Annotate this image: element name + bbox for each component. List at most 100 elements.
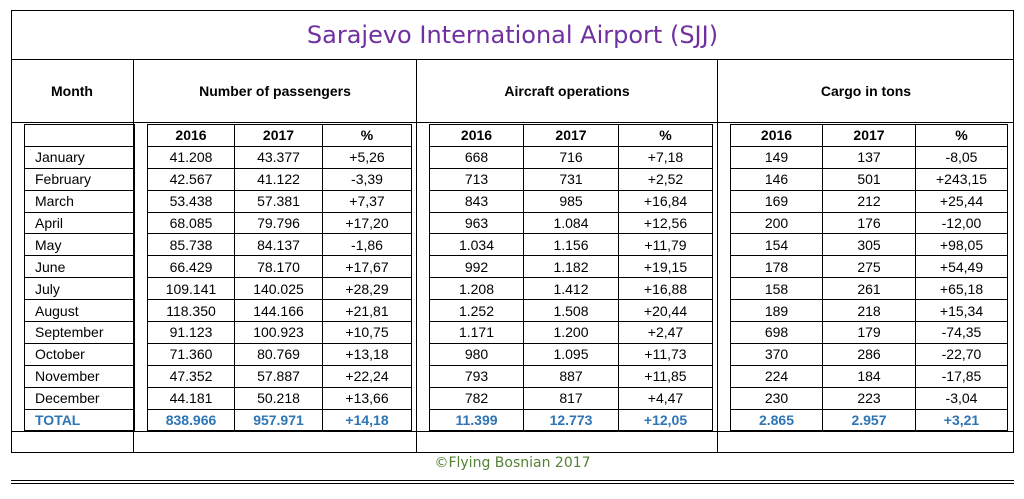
- cargo-value-cell: 149: [730, 145, 823, 169]
- table-row: 66.429 78.170 +17,67: [147, 255, 412, 279]
- cargo-total-row: 2.865 2.957 +3,21: [730, 408, 1008, 432]
- table-row: 71.360 80.769 +13,18: [147, 342, 412, 366]
- operations-value-cell: +16,88: [618, 277, 713, 301]
- divider-passengers: [416, 60, 417, 453]
- operations-value-cell: +20,44: [618, 299, 713, 323]
- operations-value-cell: 1.084: [523, 211, 619, 235]
- operations-value-cell: 992: [429, 255, 524, 279]
- operations-column-header-row: 2016 2017%: [429, 124, 713, 147]
- operations-total-cell: 12.773: [523, 408, 619, 432]
- cargo-value-cell: 189: [730, 299, 823, 323]
- passengers-total-cell: 957.971: [234, 408, 323, 432]
- total-label: TOTAL: [24, 408, 135, 432]
- cargo-value-cell: +65,18: [915, 277, 1008, 301]
- month-cell: August: [24, 299, 135, 323]
- passengers-value-cell: +21,81: [322, 299, 412, 323]
- month-header-cell: [24, 124, 135, 147]
- cargo-value-cell: 178: [730, 255, 823, 279]
- table-row: 189 218 +15,34: [730, 299, 1008, 323]
- table-row: June: [24, 255, 135, 279]
- table-row: 782 817 +4,47: [429, 386, 713, 410]
- month-cell: May: [24, 233, 135, 257]
- operations-value-cell: 731: [523, 167, 619, 191]
- passengers-value-cell: +17,67: [322, 255, 412, 279]
- operations-value-cell: 985: [523, 189, 619, 213]
- operations-total-cell: 11.399: [429, 408, 524, 432]
- table-row: August: [24, 299, 135, 323]
- passengers-value-cell: 118.350: [147, 299, 235, 323]
- operations-value-cell: 782: [429, 386, 524, 410]
- total-divider: [11, 431, 1014, 432]
- cargo-total-cell: +3,21: [915, 408, 1008, 432]
- operations-value-cell: 1.034: [429, 233, 524, 257]
- cargo-value-cell: 223: [822, 386, 916, 410]
- divider-operations: [717, 60, 718, 453]
- table-row: 42.567 41.122 -3,39: [147, 167, 412, 191]
- operations-value-cell: 887: [523, 364, 619, 388]
- passengers-total-cell: +14,18: [322, 408, 412, 432]
- cargo-value-cell: +15,34: [915, 299, 1008, 323]
- table-row: 1.252 1.508 +20,44: [429, 299, 713, 323]
- table-row: 963 1.084 +12,56: [429, 211, 713, 235]
- footer-rule-double: [11, 483, 1014, 484]
- table-row: 370 286 -22,70: [730, 342, 1008, 366]
- table-row: 154 305 +98,05: [730, 233, 1008, 257]
- passengers-value-cell: +5,26: [322, 145, 412, 169]
- cargo-value-cell: 230: [730, 386, 823, 410]
- table-row: 47.352 57.887 +22,24: [147, 364, 412, 388]
- operations-value-cell: 1.412: [523, 277, 619, 301]
- cargo-value-cell: +25,44: [915, 189, 1008, 213]
- month-cell: September: [24, 321, 135, 344]
- table-row: April: [24, 211, 135, 235]
- passengers-value-cell: 53.438: [147, 189, 235, 213]
- operations-value-cell: +19,15: [618, 255, 713, 279]
- passengers-value-cell: 79.796: [234, 211, 323, 235]
- month-cell: December: [24, 386, 135, 410]
- passengers-value-cell: 41.122: [234, 167, 323, 191]
- month-cell: July: [24, 277, 135, 301]
- operations-value-cell: +11,85: [618, 364, 713, 388]
- cargo-value-cell: 501: [822, 167, 916, 191]
- table-row: 118.350 144.166 +21,81: [147, 299, 412, 323]
- table-row: 992 1.182 +19,15: [429, 255, 713, 279]
- table-row: 224 184 -17,85: [730, 364, 1008, 388]
- table-row: 169 212 +25,44: [730, 189, 1008, 213]
- footer-rule: [11, 480, 1014, 481]
- passengers-value-cell: -1,86: [322, 233, 412, 257]
- table-row: 713 731 +2,52: [429, 167, 713, 191]
- passengers-value-cell: 91.123: [147, 321, 235, 344]
- column-header: 2017: [523, 124, 619, 147]
- operations-value-cell: 793: [429, 364, 524, 388]
- operations-value-cell: 843: [429, 189, 524, 213]
- column-header: %: [322, 124, 412, 147]
- operations-value-cell: 817: [523, 386, 619, 410]
- table-row: December: [24, 386, 135, 410]
- month-cell: January: [24, 145, 135, 169]
- passengers-value-cell: 57.381: [234, 189, 323, 213]
- table-row: 146 501 +243,15: [730, 167, 1008, 191]
- operations-value-cell: 1.171: [429, 321, 524, 344]
- passengers-value-cell: 144.166: [234, 299, 323, 323]
- table-row: 149 137 -8,05: [730, 145, 1008, 169]
- passengers-value-cell: 84.137: [234, 233, 323, 257]
- operations-value-cell: +4,47: [618, 386, 713, 410]
- table-row: 230 223 -3,04: [730, 386, 1008, 410]
- table-row: 793 887 +11,85: [429, 364, 713, 388]
- table-row: 668 716 +7,18: [429, 145, 713, 169]
- table-row: 1.171 1.200 +2,47: [429, 321, 713, 344]
- cargo-value-cell: 698: [730, 321, 823, 344]
- operations-value-cell: +2,47: [618, 321, 713, 344]
- table-row: February: [24, 167, 135, 191]
- column-header: 2016: [429, 124, 524, 147]
- operations-value-cell: +11,79: [618, 233, 713, 257]
- operations-value-cell: 668: [429, 145, 524, 169]
- cargo-value-cell: 370: [730, 342, 823, 366]
- column-header: 2017: [234, 124, 323, 147]
- operations-value-cell: +11,73: [618, 342, 713, 366]
- passengers-value-cell: +28,29: [322, 277, 412, 301]
- operations-value-cell: 1.156: [523, 233, 619, 257]
- table-row: January: [24, 145, 135, 169]
- table-row: 843 985 +16,84: [429, 189, 713, 213]
- cargo-value-cell: 261: [822, 277, 916, 301]
- cargo-value-cell: -17,85: [915, 364, 1008, 388]
